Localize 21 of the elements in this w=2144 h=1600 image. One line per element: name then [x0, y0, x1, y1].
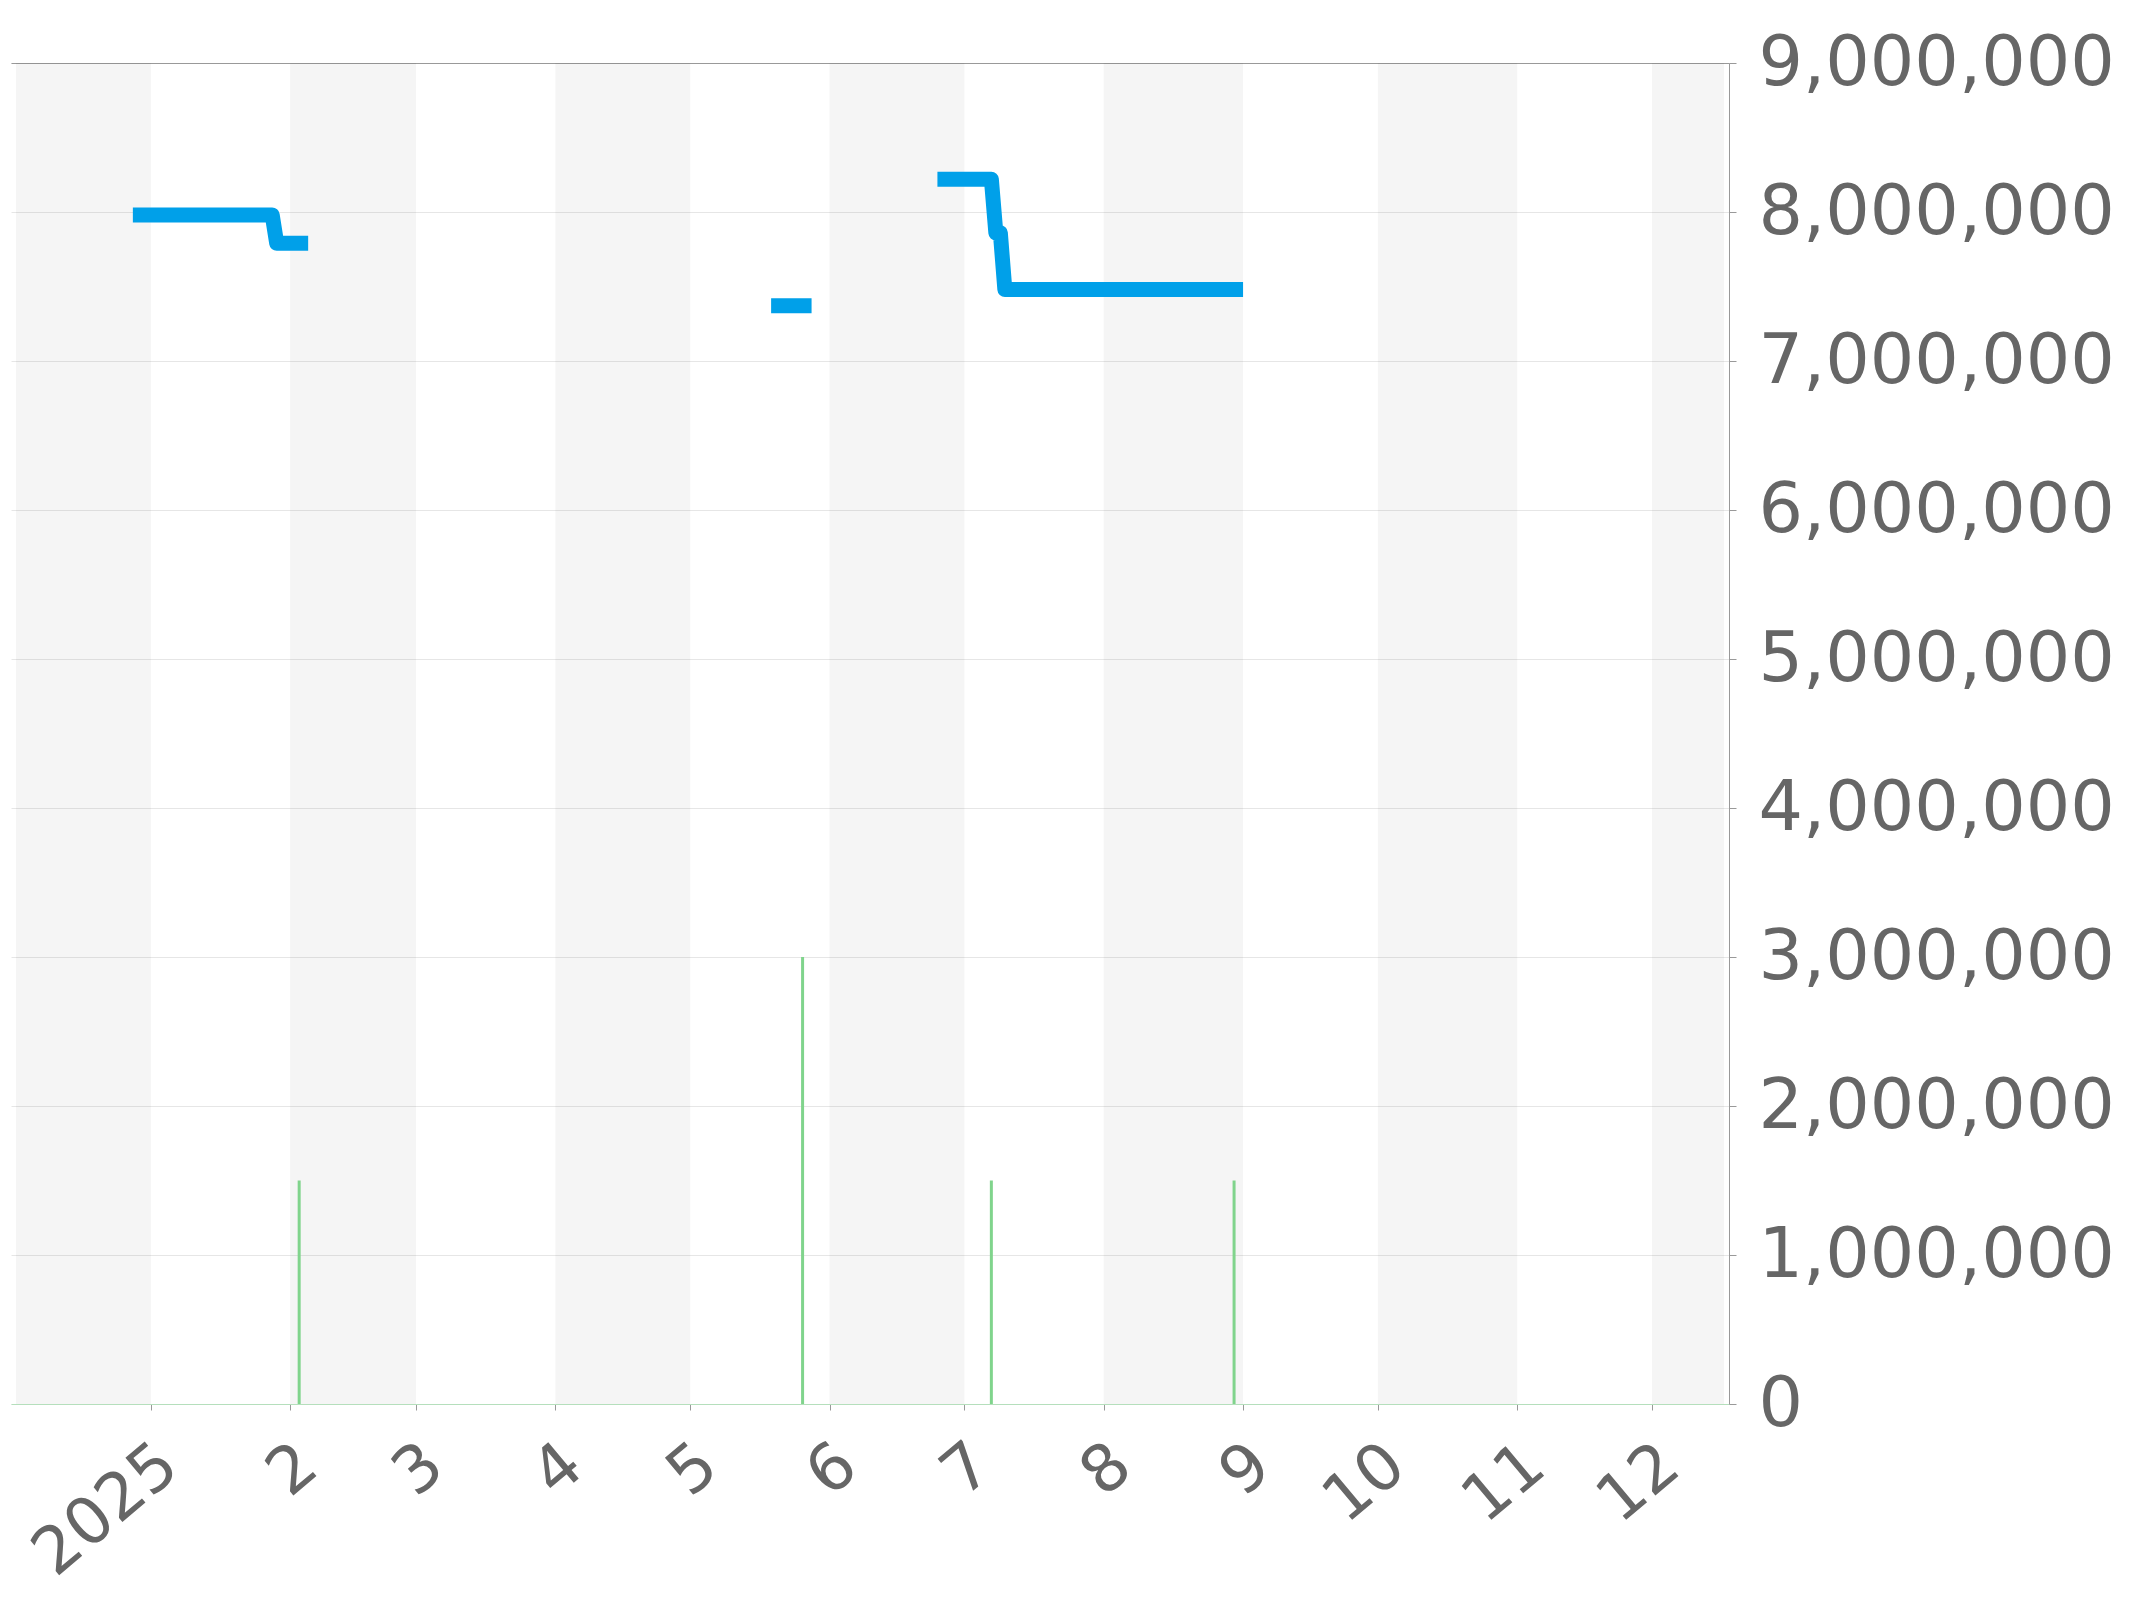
x-tick-label: 7 — [925, 1425, 1006, 1510]
x-tick-label: 6 — [790, 1425, 871, 1510]
x-tick-label: 11 — [1446, 1425, 1559, 1537]
x-tick-label: 12 — [1581, 1425, 1694, 1537]
y-tick-label: 7,000,000 — [1758, 317, 2115, 400]
y-tick-label: 0 — [1758, 1360, 1804, 1443]
x-tick-label: 5 — [651, 1425, 732, 1510]
x-tick-label: 2 — [251, 1425, 332, 1510]
y-tick-label: 4,000,000 — [1758, 764, 2115, 847]
y-tick-label: 3,000,000 — [1758, 913, 2115, 996]
y-tick-label: 1,000,000 — [1758, 1211, 2115, 1294]
x-tick-label: 8 — [1064, 1425, 1145, 1510]
y-tick-label: 5,000,000 — [1758, 615, 2115, 698]
x-tick-label: 4 — [516, 1425, 597, 1510]
x-tick-label: 9 — [1204, 1425, 1285, 1510]
y-tick-label: 8,000,000 — [1758, 168, 2115, 251]
y-tick-label: 9,000,000 — [1758, 19, 2115, 102]
x-tick-label: 10 — [1307, 1425, 1419, 1537]
y-tick-label: 2,000,000 — [1758, 1062, 2115, 1145]
x-tick-label: 3 — [377, 1425, 458, 1510]
y-tick-label: 6,000,000 — [1758, 466, 2115, 549]
